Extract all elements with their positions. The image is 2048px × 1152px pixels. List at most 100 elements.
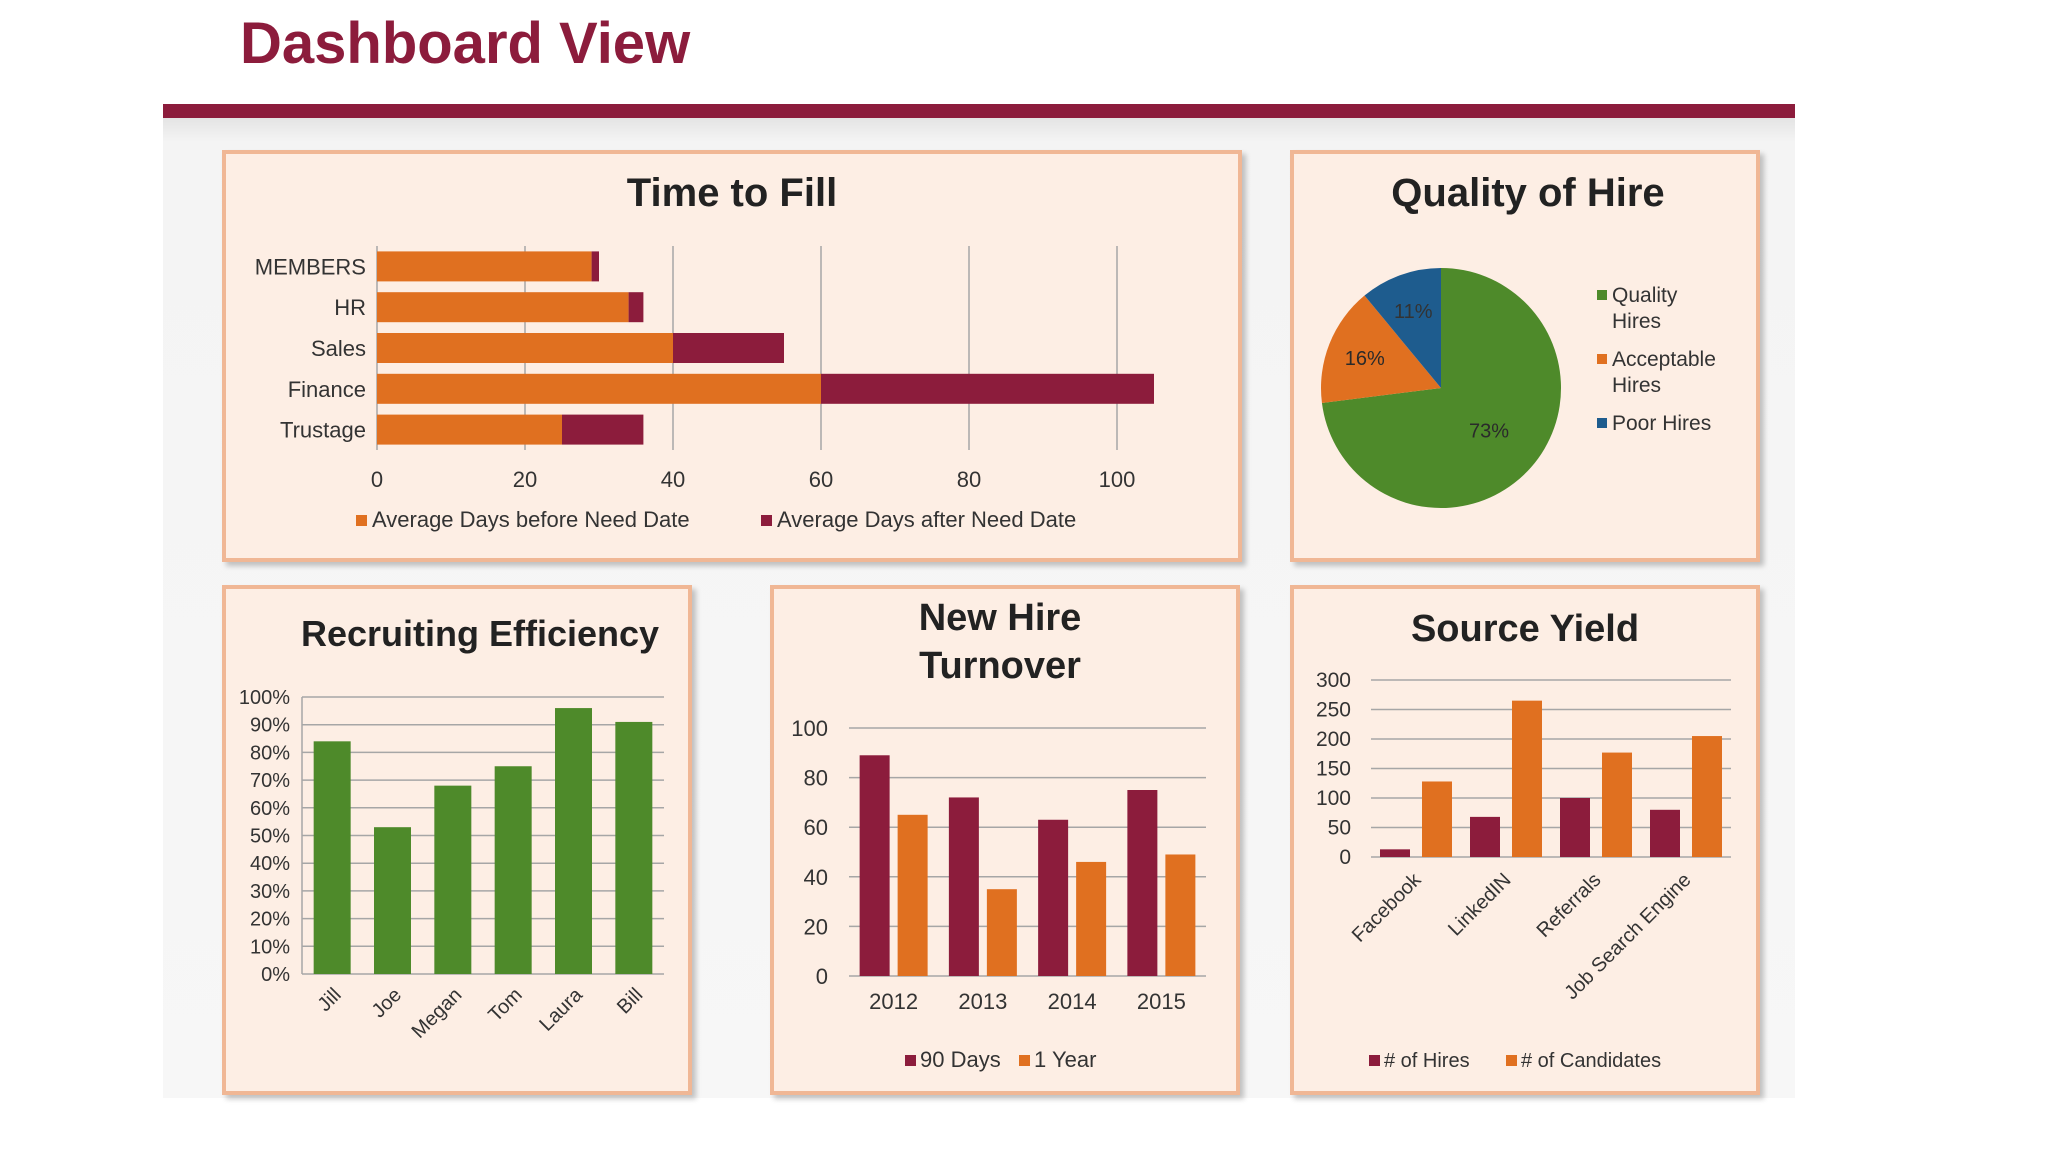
y-tick-label: 100 xyxy=(1316,787,1351,810)
legend-label: Average Days after Need Date xyxy=(777,507,1076,532)
legend-label: Average Days before Need Date xyxy=(372,507,690,532)
quality-of-hire-panel: Quality of Hire 73% 16% 11% Quality Hires Acce… xyxy=(1290,150,1760,562)
pie-data-label: 73% xyxy=(1469,420,1509,442)
x-tick-label: 0 xyxy=(371,467,383,492)
y-tick-label: 20 xyxy=(804,914,828,939)
bar xyxy=(1650,809,1680,857)
pie-data-label: 16% xyxy=(1345,348,1385,370)
y-tick-label: 60 xyxy=(804,815,828,840)
y-tick-label: 70% xyxy=(250,770,290,792)
legend-swatch xyxy=(1597,290,1607,300)
legend-swatch xyxy=(1369,1055,1380,1066)
recruiting-efficiency-chart: Recruiting Efficiency 0% 10% 20% 30% 40% 50% 60… xyxy=(239,613,664,1043)
bar xyxy=(555,708,592,974)
x-category-label: LinkedIN xyxy=(1444,869,1515,940)
legend-swatch xyxy=(1597,354,1607,364)
x-category-label: 2015 xyxy=(1137,989,1186,1014)
bar xyxy=(821,373,1154,404)
bar xyxy=(986,889,1017,976)
y-tick-label: 150 xyxy=(1316,758,1351,781)
x-tick-label: 40 xyxy=(661,467,685,492)
bar xyxy=(615,721,653,974)
pie-data-label: 11% xyxy=(1394,301,1433,323)
y-tick-label: 40% xyxy=(250,853,290,875)
bar xyxy=(1165,854,1196,976)
chart-title: Source Yield xyxy=(1411,608,1639,650)
bar xyxy=(313,741,351,974)
y-tick-label: 0% xyxy=(261,964,290,986)
bar xyxy=(1692,736,1722,857)
y-category-label: Finance xyxy=(288,377,366,402)
recruiting-efficiency-panel: Recruiting Efficiency 0% 10% 20% 30% 40% 50% 60… xyxy=(222,585,692,1095)
x-tick-label: 60 xyxy=(809,467,833,492)
bar xyxy=(1422,781,1452,857)
legend-swatch xyxy=(905,1055,916,1066)
legend-label: # of Hires xyxy=(1384,1050,1470,1072)
x-category-label: 2014 xyxy=(1048,989,1097,1014)
y-tick-label: 50 xyxy=(1328,817,1351,840)
chart-title-line: Turnover xyxy=(919,645,1081,687)
y-tick-label: 30% xyxy=(250,881,290,903)
new-hire-turnover-chart: New Hire Turnover 0 20 40 60 80 100 2012 2013 2014… xyxy=(791,597,1206,1072)
title-divider xyxy=(163,104,1795,118)
legend-label: Acceptable xyxy=(1612,348,1716,371)
legend-label: 90 Days xyxy=(920,1047,1001,1072)
x-category-label: Tom xyxy=(484,984,526,1026)
pie-slice xyxy=(1364,268,1441,388)
time-to-fill-panel: Time to Fill020406080100120MEMBERSHRSale… xyxy=(222,150,1242,562)
x-category-label: Megan xyxy=(408,984,467,1043)
bar xyxy=(859,755,890,976)
source-yield-chart: Source Yield 0 50 100 150 200 250 300 Facebook Li… xyxy=(1316,608,1731,1072)
time-to-fill-chart: Time to Fill020406080100120MEMBERSHRSale… xyxy=(255,171,1154,532)
legend-label: 1 Year xyxy=(1034,1047,1096,1072)
bar xyxy=(1380,849,1410,857)
y-tick-label: 200 xyxy=(1316,728,1351,751)
x-category-label: 2012 xyxy=(869,989,918,1014)
bar xyxy=(1560,798,1590,857)
y-tick-label: 100% xyxy=(239,687,290,709)
x-tick-label: 20 xyxy=(513,467,537,492)
y-tick-label: 0 xyxy=(816,964,828,989)
bar xyxy=(673,333,784,363)
bar xyxy=(377,373,821,404)
bar xyxy=(377,333,673,363)
bar xyxy=(434,785,472,974)
bar xyxy=(377,414,562,445)
pie-slice xyxy=(1321,268,1561,508)
y-category-label: HR xyxy=(334,295,366,320)
y-category-label: Trustage xyxy=(280,418,366,443)
y-tick-label: 60% xyxy=(250,798,290,820)
bar xyxy=(377,292,629,323)
y-tick-label: 300 xyxy=(1316,669,1351,692)
bar xyxy=(1038,819,1069,976)
y-tick-label: 90% xyxy=(250,715,290,737)
x-category-label: Jill xyxy=(314,984,346,1016)
legend-label: Poor Hires xyxy=(1612,412,1711,435)
x-category-label: Joe xyxy=(368,984,406,1022)
legend-swatch xyxy=(356,515,367,526)
y-tick-label: 20% xyxy=(250,909,290,931)
quality-of-hire-chart: Quality of Hire 73% 16% 11% Quality Hires Acce… xyxy=(1321,171,1716,508)
legend-label: # of Candidates xyxy=(1521,1050,1661,1072)
bar xyxy=(948,797,979,976)
chart-title: Recruiting Efficiency xyxy=(301,613,659,654)
bar xyxy=(897,814,928,976)
bar xyxy=(374,827,411,974)
bar xyxy=(562,414,644,445)
bar xyxy=(494,766,532,974)
x-category-label: Laura xyxy=(535,983,587,1035)
legend-swatch xyxy=(761,515,772,526)
bar xyxy=(377,251,592,282)
chart-title: Quality of Hire xyxy=(1391,171,1664,215)
y-tick-label: 250 xyxy=(1316,699,1351,722)
x-tick-label: 80 xyxy=(957,467,981,492)
y-tick-label: 0 xyxy=(1339,846,1351,869)
legend-label: Quality xyxy=(1612,284,1678,307)
bar xyxy=(1076,861,1107,976)
legend-swatch xyxy=(1019,1055,1030,1066)
y-tick-label: 80% xyxy=(250,742,290,764)
new-hire-turnover-panel: New Hire Turnover 0 20 40 60 80 100 2012 2013 2014… xyxy=(770,585,1240,1095)
y-tick-label: 50% xyxy=(250,826,290,848)
y-tick-label: 80 xyxy=(804,766,828,791)
x-category-label: 2013 xyxy=(958,989,1007,1014)
